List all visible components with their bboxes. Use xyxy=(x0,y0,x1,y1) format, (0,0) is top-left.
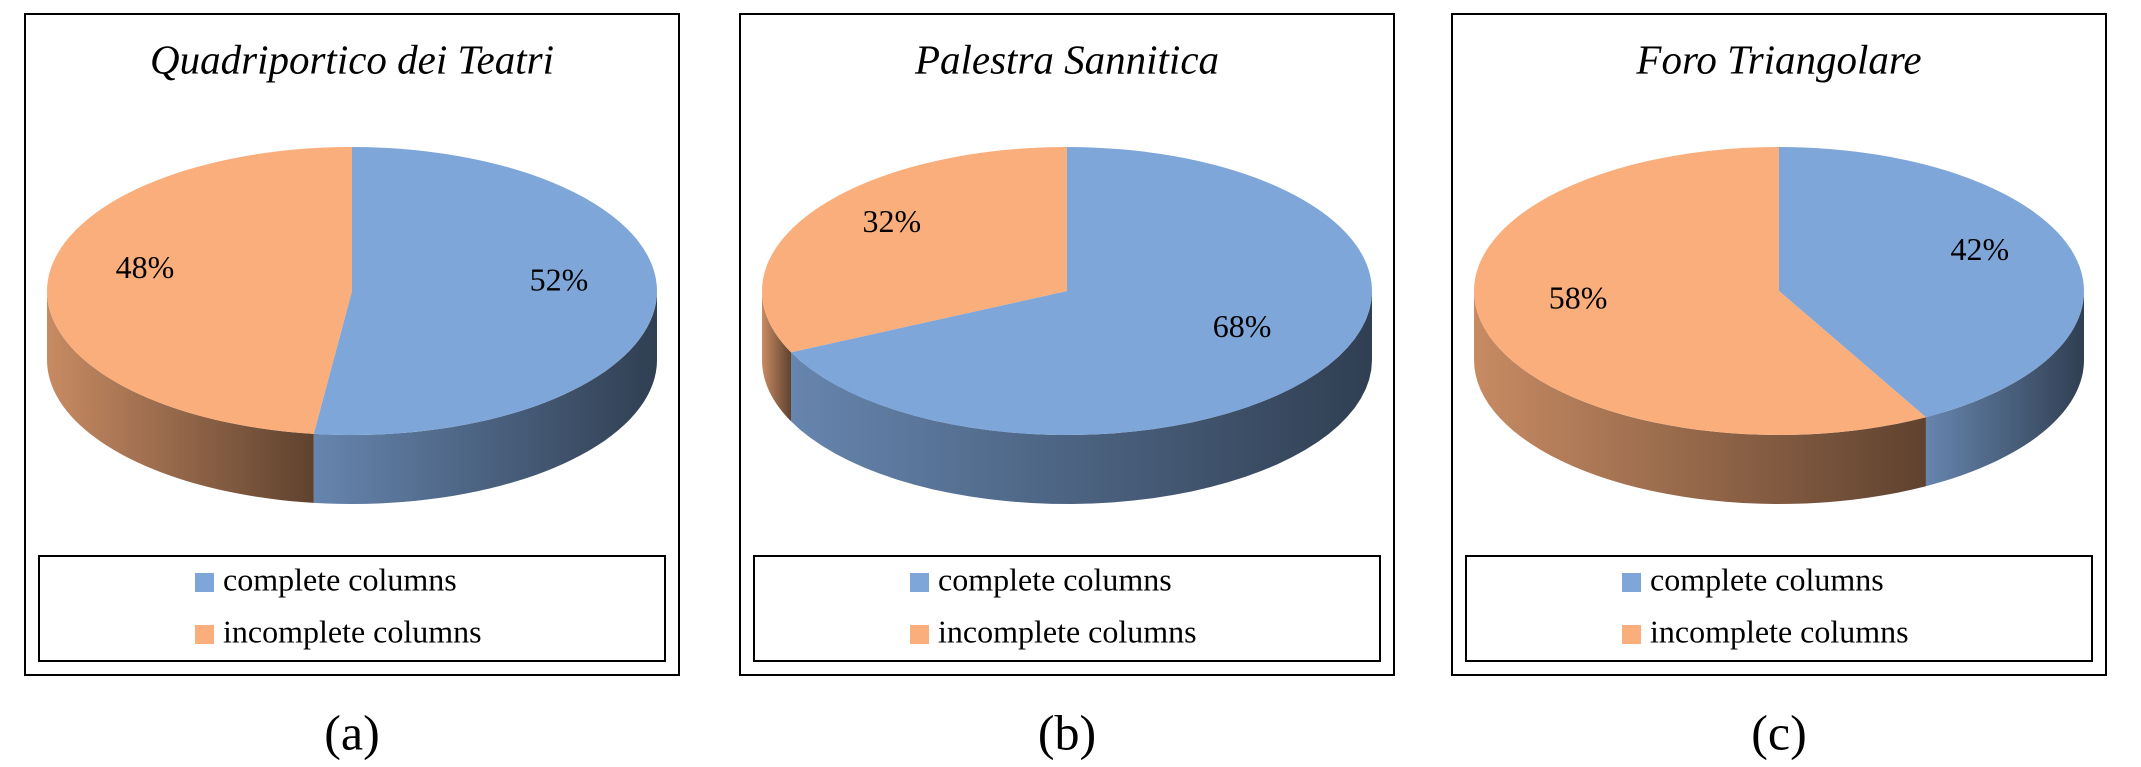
slice xyxy=(1473,147,1926,436)
slice xyxy=(762,146,1067,353)
legend-frame xyxy=(1465,555,2093,662)
slice-side xyxy=(1474,291,1926,504)
slice-side xyxy=(762,291,792,422)
slice-side xyxy=(791,291,1372,504)
data-label: 68% xyxy=(1213,308,1272,344)
legend-label: complete columns xyxy=(1650,561,1884,597)
legend-swatch xyxy=(195,573,214,592)
data-label: 58% xyxy=(1549,280,1608,316)
legend-label: complete columns xyxy=(223,561,457,597)
slice xyxy=(791,147,1372,435)
slice xyxy=(1779,147,2084,418)
data-label: 32% xyxy=(863,203,922,239)
legend-label: incomplete columns xyxy=(938,613,1197,649)
chart-title: Foro Triangolare xyxy=(1635,36,1921,82)
legend-swatch xyxy=(195,625,214,644)
chart-title: Quadriportico dei Teatri xyxy=(150,36,554,82)
data-label: 42% xyxy=(1951,231,2010,267)
legend-swatch xyxy=(1622,625,1641,644)
legend-label: incomplete columns xyxy=(223,613,482,649)
panel-label: (a) xyxy=(324,704,380,760)
legend-frame xyxy=(753,555,1381,662)
panel-label: (b) xyxy=(1038,704,1096,760)
panel-label: (c) xyxy=(1751,704,1807,760)
legend-frame xyxy=(38,555,666,662)
data-label: 52% xyxy=(530,261,589,297)
slice-side xyxy=(1925,291,2084,487)
slice xyxy=(313,147,657,435)
chart-title: Palestra Sannitica xyxy=(914,36,1219,82)
slice-side xyxy=(313,291,657,504)
slice-side xyxy=(47,291,314,503)
legend-label: complete columns xyxy=(938,561,1172,597)
slice xyxy=(46,147,352,434)
legend-swatch xyxy=(910,573,929,592)
legend-swatch xyxy=(910,625,929,644)
legend-swatch xyxy=(1622,573,1641,592)
legend-label: incomplete columns xyxy=(1650,613,1909,649)
data-label: 48% xyxy=(116,249,175,285)
